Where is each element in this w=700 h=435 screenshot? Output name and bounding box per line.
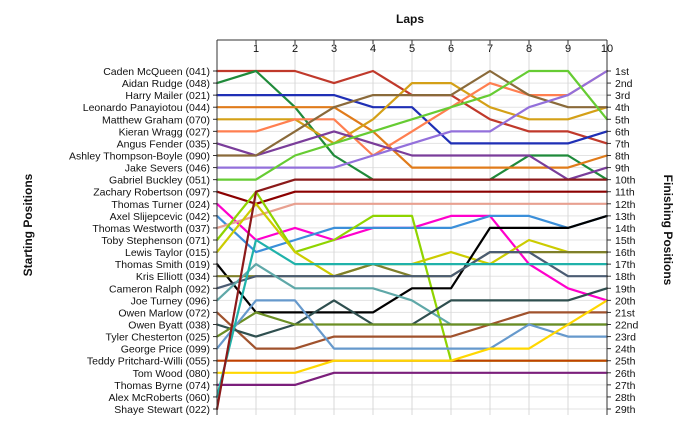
x-tick-labels: 1 2 3 4 5 6 7 8 9 10 [253,43,613,55]
driver-label: Owen Byatt (038) [128,320,210,332]
series-line [215,69,609,169]
series-line [215,214,609,314]
x-tick-label: 1 [253,43,259,55]
finishing-position-label: 25th [615,356,636,368]
finishing-position-label: 6th [615,126,630,138]
series-line [215,311,609,350]
driver-label: Thomas Smith (019) [115,259,210,271]
series-line [215,311,609,338]
driver-label: Joe Turney (096) [131,295,210,307]
x-tick-label: 4 [370,43,376,55]
series-line [215,371,609,386]
finishing-position-label: 13th [615,211,636,223]
driver-label: Owen Marlow (072) [118,307,210,319]
finishing-position-label: 5th [615,114,630,126]
finishing-position-label: 24th [615,344,636,356]
x-tick-label: 5 [409,43,415,55]
driver-label: Aidan Rudge (048) [122,78,210,90]
y-axis-label-left: Starting Positions [21,173,35,276]
series-line [215,238,609,398]
driver-label: Kris Elliott (034) [136,271,210,283]
series-line [215,106,609,169]
driver-label: Caden McQueen (041) [103,66,210,78]
finishing-position-label: 9th [615,163,630,175]
series-line [215,93,609,145]
driver-label: Thomas Byrne (074) [114,380,210,392]
series-line [215,69,609,157]
series-line [215,69,609,181]
driver-label: Shaye Stewart (022) [114,404,210,416]
driver-label: Alex McRoberts (060) [108,392,210,404]
series-line [215,251,609,290]
finishing-position-label: 26th [615,368,636,380]
driver-label: Lewis Taylor (015) [125,247,210,259]
axes [213,39,611,415]
finishing-position-label: 2nd [615,78,633,90]
finishing-position-label: 19th [615,283,636,295]
finishing-position-label: 17th [615,259,636,271]
driver-label: Cameron Ralph (092) [109,283,210,295]
driver-label: Jake Severs (046) [125,163,210,175]
finishing-position-label: 23rd [615,332,636,344]
finishing-position-label: 11th [615,187,635,199]
finishing-position-label: 21st [615,307,635,319]
driver-label: George Price (099) [121,344,210,356]
series-lines [215,69,609,411]
series-line [215,299,609,374]
x-tick-label: 7 [487,43,493,55]
x-tick-label: 2 [292,43,298,55]
driver-label: Ashley Thompson-Boyle (090) [69,151,210,163]
finishing-position-label: 20th [615,295,636,307]
driver-label: Matthew Graham (070) [102,114,210,126]
driver-label: Teddy Pritchard-Willi (055) [87,356,210,368]
finishing-position-label: 10th [615,175,636,187]
driver-label: Kieran Wragg (027) [119,126,210,138]
driver-label: Thomas Westworth (037) [92,223,210,235]
driver-label: Tom Wood (080) [133,368,210,380]
finishing-position-label: 29th [615,404,636,416]
x-tick-label: 3 [331,43,337,55]
x-tick-label: 8 [526,43,532,55]
series-line [215,214,609,254]
driver-label: Toby Stephenson (071) [101,235,210,247]
driver-label: Gabriel Buckley (051) [109,175,210,187]
finishing-position-label: 18th [615,271,636,283]
x-tick-label: 10 [601,43,613,55]
driver-label: Leonardo Panayiotou (044) [83,102,210,114]
finishing-position-label: 4th [615,102,630,114]
starting-position-labels: Caden McQueen (041)Aidan Rudge (048)Harr… [69,66,210,416]
finishing-position-label: 27th [615,380,636,392]
driver-label: Axel Slijepcevic (042) [110,211,210,223]
finishing-position-labels: 1st2nd3rd4th5th6th7th8th9th10th11th12th1… [615,66,639,416]
driver-label: Thomas Turner (024) [111,199,210,211]
finishing-position-label: 8th [615,151,630,163]
chart-title: Laps [396,12,424,26]
driver-label: Zachary Robertson (097) [93,187,210,199]
driver-label: Harry Mailer (021) [125,90,210,102]
finishing-position-label: 7th [615,138,630,150]
series-line [215,81,609,145]
finishing-position-label: 15th [615,235,636,247]
series-line [215,202,609,229]
series-line [215,299,609,350]
finishing-position-label: 3rd [615,90,630,102]
driver-label: Tyler Chesterton (025) [106,332,210,344]
finishing-position-label: 14th [615,223,636,235]
finishing-position-label: 22nd [615,320,639,332]
series-line [215,190,609,205]
series-line [215,130,609,181]
y-axis-label-right: Finishing Positions [661,175,675,286]
finishing-position-label: 1st [615,66,629,78]
driver-label: Angus Fender (035) [117,138,210,150]
x-tick-label: 9 [565,43,571,55]
finishing-position-label: 28th [615,392,636,404]
series-line [215,178,609,411]
x-tick-label: 6 [448,43,454,55]
finishing-position-label: 16th [615,247,636,259]
series-line [215,69,609,157]
finishing-position-label: 12th [615,199,636,211]
